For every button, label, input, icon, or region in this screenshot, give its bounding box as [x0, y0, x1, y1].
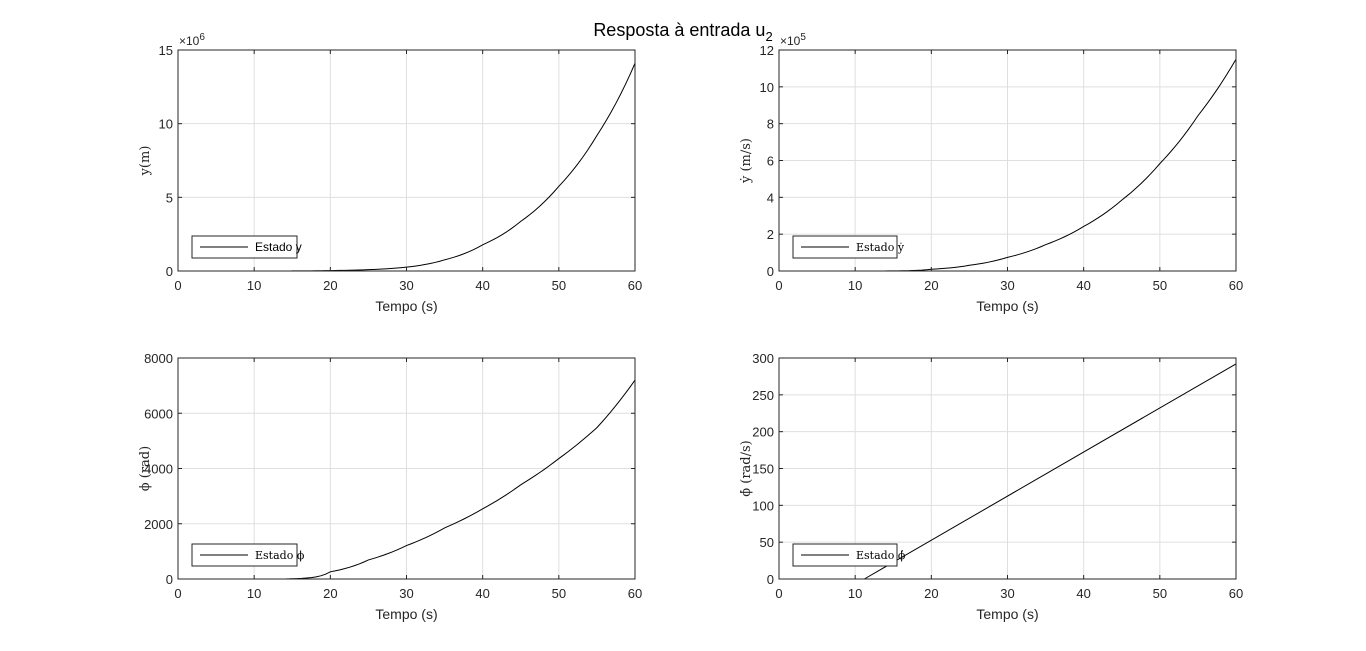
subplot-2: 0 10 20 30 40 50 60 0 2 4 6 8 10 12 ×105 Tempo (s) ẏ (m/…: [739, 32, 1243, 314]
series-line-1: [870, 58, 1237, 272]
x-tick-label: 20: [924, 586, 938, 601]
x-tick-label: 0: [174, 278, 181, 293]
y-tick-label: 0: [166, 572, 173, 587]
y-tick-label: 250: [752, 388, 774, 403]
x-tick-label: 20: [924, 278, 938, 293]
figure-title: Resposta à entrada u2: [593, 20, 772, 44]
x-tick-label: 60: [628, 278, 642, 293]
x-tick-label: 10: [247, 278, 261, 293]
figure-title-subscript: 2: [765, 29, 772, 44]
x-tick-label: 40: [475, 586, 489, 601]
legend-label: Estado y: [255, 240, 302, 254]
y-tick-label: 2: [767, 227, 774, 242]
y-tick-label: 5: [166, 190, 173, 205]
y-exponent-base: ×10: [179, 34, 200, 48]
subplot-4: 0 10 20 30 40 50 60 0 50 100 150 200 250 300 Tempo (s)…: [739, 351, 1243, 622]
x-tick-label: 60: [1229, 278, 1243, 293]
y-axis-label: ϕ (rad): [138, 446, 153, 491]
y-tick-label: 4000: [144, 462, 173, 477]
y-tick-label: 10: [760, 80, 774, 95]
x-tick-label: 50: [552, 586, 566, 601]
legend: Estado ϕ: [191, 543, 305, 567]
x-tick-label: 40: [1076, 586, 1090, 601]
legend-label: Estado ẏ: [856, 241, 905, 254]
legend-label: Estado ϕ̇: [856, 549, 906, 562]
y-tick-label: 300: [752, 351, 774, 366]
y-tick-label: 0: [166, 264, 173, 279]
y-axis-label: y(m): [138, 146, 153, 177]
x-tick-label: 30: [399, 278, 413, 293]
y-tick-label: 100: [752, 498, 774, 513]
x-tick-label: 30: [1000, 278, 1014, 293]
y-tick-label: 150: [752, 462, 774, 477]
y-tick-label: 200: [752, 425, 774, 440]
x-axis-label: Tempo (s): [976, 606, 1038, 622]
y-tick-label: 15: [159, 43, 173, 58]
x-tick-label: 10: [848, 278, 862, 293]
x-axis-label: Tempo (s): [375, 298, 437, 314]
y-exponent-label: ×106: [179, 32, 205, 48]
x-tick-label: 30: [1000, 586, 1014, 601]
series-line-1: [284, 379, 636, 580]
x-tick-label: 20: [323, 586, 337, 601]
y-tick-label: 0: [767, 264, 774, 279]
x-tick-label: 30: [399, 586, 413, 601]
x-tick-label: 0: [775, 278, 782, 293]
series-line-1: [864, 363, 1237, 580]
y-tick-label: 50: [760, 535, 774, 550]
y-tick-label: 6000: [144, 406, 173, 421]
x-axis-label: Tempo (s): [375, 606, 437, 622]
y-exponent-power: 5: [800, 32, 806, 43]
y-exponent-base: ×10: [780, 34, 801, 48]
subplot-1: 0 10 20 30 40 50 60 0 5 10 15 ×106 Tempo (s) y(m) Esta…: [138, 32, 642, 314]
y-axis-label: ϕ̇ (rad/s): [739, 440, 754, 496]
y-tick-label: 8000: [144, 351, 173, 366]
x-tick-label: 20: [323, 278, 337, 293]
x-tick-label: 0: [775, 586, 782, 601]
x-tick-label: 10: [247, 586, 261, 601]
y-tick-label: 10: [159, 117, 173, 132]
legend-label: Estado ϕ: [255, 549, 305, 562]
y-exponent-label: ×105: [780, 32, 806, 48]
x-tick-label: 40: [1076, 278, 1090, 293]
y-exponent-power: 6: [199, 32, 205, 43]
x-axis-label: Tempo (s): [976, 298, 1038, 314]
legend: Estado ϕ̇: [792, 543, 906, 567]
y-tick-label: 6: [767, 154, 774, 169]
y-tick-label: 12: [760, 43, 774, 58]
y-tick-label: 8: [767, 117, 774, 132]
x-tick-label: 40: [475, 278, 489, 293]
x-tick-label: 10: [848, 586, 862, 601]
legend: Estado ẏ: [792, 235, 905, 259]
subplot-3: 0 10 20 30 40 50 60 0 2000 4000 6000 8000 Tempo (s) ϕ…: [138, 351, 642, 622]
x-tick-label: 0: [174, 586, 181, 601]
x-tick-label: 50: [1153, 586, 1167, 601]
y-tick-label: 4: [767, 190, 774, 205]
y-axis-label: ẏ (m/s): [739, 138, 754, 184]
x-tick-label: 50: [552, 278, 566, 293]
y-tick-label: 2000: [144, 517, 173, 532]
legend: Estado y: [191, 235, 302, 259]
x-tick-label: 60: [628, 586, 642, 601]
x-tick-label: 50: [1153, 278, 1167, 293]
y-tick-label: 0: [767, 572, 774, 587]
figure-title-main: Resposta à entrada u: [593, 20, 765, 40]
x-tick-label: 60: [1229, 586, 1243, 601]
